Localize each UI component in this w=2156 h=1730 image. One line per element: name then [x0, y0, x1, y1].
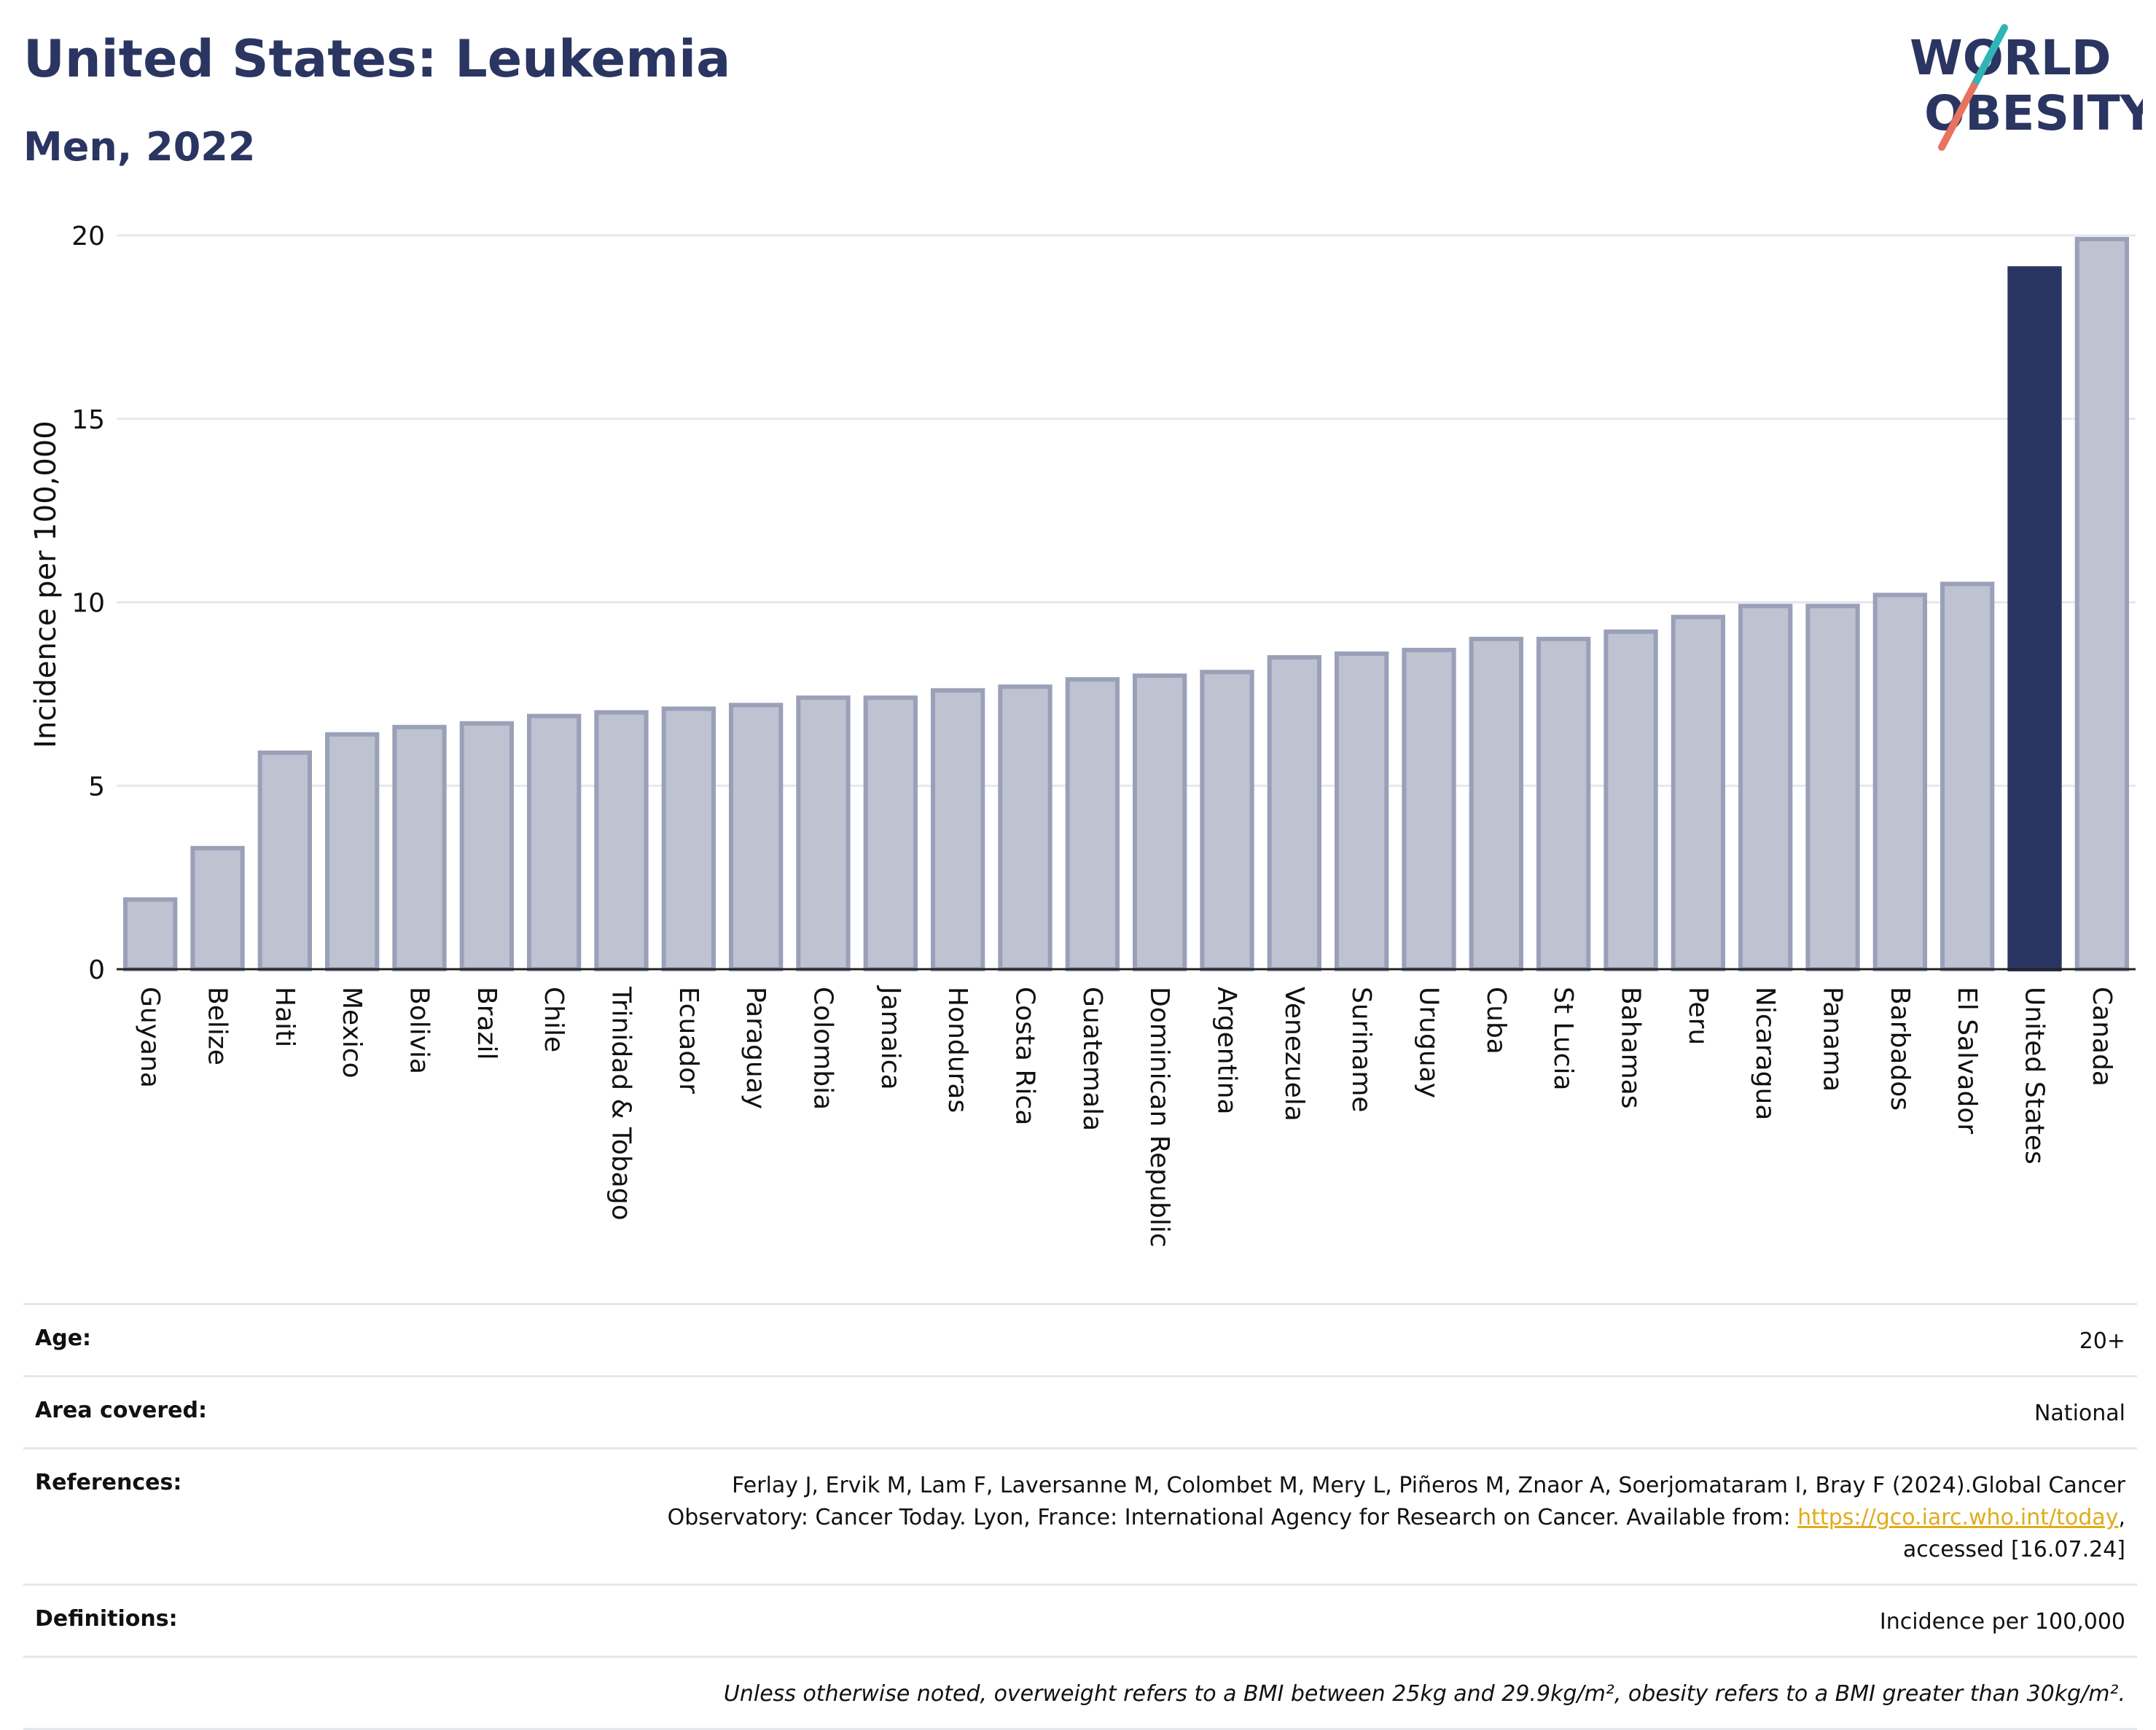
y-axis-ticks: 0 5 10 15 20 — [71, 222, 105, 985]
bar-uruguay — [1402, 647, 1456, 972]
x-category-label: St Lucia — [1548, 987, 1578, 1091]
bar-paraguay — [729, 702, 784, 971]
bar-ecuador — [661, 706, 716, 971]
bar-costa-rica — [998, 684, 1052, 971]
note-spacer — [35, 1678, 341, 1710]
x-category-label: Uruguay — [1414, 987, 1444, 1098]
area-value: National — [2034, 1401, 2125, 1426]
bar-guyana — [123, 897, 178, 971]
x-category-label: Cuba — [1481, 987, 1511, 1054]
x-category-label: El Salvador — [1952, 987, 1982, 1134]
bar-honduras — [931, 688, 985, 972]
x-category-label: Bolivia — [405, 987, 434, 1074]
y-axis-title: Incidence per 100,000 — [29, 420, 63, 748]
bar-venezuela — [1267, 655, 1321, 972]
definitions-value: Incidence per 100,000 — [1879, 1609, 2125, 1635]
bar-belize — [190, 845, 245, 971]
bar-nicaragua — [1738, 603, 1793, 971]
bar-peru — [1671, 614, 1725, 971]
x-category-label: Barbados — [1885, 987, 1915, 1111]
y-tick-label: 10 — [71, 589, 105, 619]
x-category-label: United States — [2020, 987, 2050, 1165]
x-category-label: Argentina — [1212, 987, 1242, 1115]
bar-bolivia — [392, 724, 447, 971]
x-category-label: Costa Rica — [1010, 987, 1040, 1125]
x-category-label: Canada — [2087, 987, 2117, 1087]
age-label: Age: — [35, 1326, 92, 1351]
bar-guatemala — [1065, 677, 1120, 971]
age-value: 20+ — [2079, 1328, 2125, 1354]
bar-chart: 0 5 10 15 20 Guyana Belize Haiti Mexico Bolivia B… — [29, 222, 2136, 1248]
references-value: Ferlay J, Ervik M, Lam F, Laversanne M, … — [668, 1470, 2125, 1566]
references-link[interactable]: https://gco.iarc.who.int/today — [1797, 1505, 2119, 1530]
world-obesity-logo: WORLD OBESITY — [1910, 24, 2143, 151]
x-category-label: Panama — [1818, 987, 1848, 1092]
x-category-label: Suriname — [1346, 987, 1376, 1113]
bar-brazil — [459, 721, 514, 972]
bar-united-states — [2007, 266, 2062, 971]
x-category-label: Guyana — [135, 987, 165, 1088]
chart-gridlines — [117, 234, 2136, 787]
bar-argentina — [1200, 670, 1254, 971]
x-category-label: Chile — [539, 987, 569, 1052]
x-category-label: Venezuela — [1279, 987, 1309, 1122]
bar-dominican-republic — [1133, 673, 1187, 971]
x-category-label: Ecuador — [673, 987, 703, 1094]
chart-bars — [123, 237, 2129, 972]
x-axis-labels: Guyana Belize Haiti Mexico Bolivia Brazil Chil… — [135, 985, 2117, 1248]
references-label: References: — [35, 1470, 182, 1495]
x-category-label: Mexico — [337, 987, 367, 1079]
bar-trinidad-tobago — [594, 710, 649, 971]
x-category-label: Bahamas — [1616, 987, 1646, 1109]
bar-mexico — [325, 732, 380, 971]
x-category-label: Brazil — [472, 987, 501, 1060]
references-line-2: Observatory: Cancer Today. Lyon, France:… — [667, 1505, 1798, 1530]
info-table: Age: 20+ Area covered: National Referenc… — [23, 1303, 2137, 1730]
y-tick-label: 20 — [71, 222, 105, 251]
x-category-label: Guatemala — [1077, 987, 1107, 1131]
bar-cuba — [1469, 636, 1523, 971]
bar-colombia — [796, 695, 851, 971]
references-line-2-end: , — [2118, 1505, 2125, 1530]
info-row-references: References: Ferlay J, Ervik M, Lam F, La… — [23, 1447, 2137, 1584]
x-category-label: Nicaragua — [1750, 987, 1780, 1120]
page-title: United States: Leukemia — [23, 29, 731, 89]
info-row-age: Age: 20+ — [23, 1303, 2137, 1375]
definitions-label: Definitions: — [35, 1606, 178, 1632]
y-tick-label: 5 — [88, 772, 105, 802]
page-subtitle: Men, 2022 — [23, 124, 256, 170]
x-category-label: Jamaica — [875, 985, 905, 1090]
bar-el-salvador — [1940, 582, 1995, 971]
bar-st-lucia — [1536, 636, 1591, 971]
references-line-3: accessed [16.07.24] — [1902, 1537, 2125, 1562]
bar-canada — [2074, 237, 2129, 972]
y-tick-label: 0 — [88, 955, 105, 985]
bar-chile — [527, 713, 582, 972]
bar-barbados — [1872, 592, 1927, 971]
bar-suriname — [1335, 651, 1389, 971]
x-category-label: Honduras — [942, 987, 972, 1113]
bar-haiti — [257, 750, 312, 972]
x-category-label: Peru — [1683, 987, 1713, 1045]
logo-word-world: WORLD — [1910, 30, 2112, 86]
bmi-note: Unless otherwise noted, overweight refer… — [723, 1681, 2125, 1707]
info-row-note: Unless otherwise noted, overweight refer… — [23, 1656, 2137, 1730]
x-category-label: Trinidad & Tobago — [606, 986, 636, 1221]
bar-panama — [1805, 603, 1860, 971]
x-category-label: Paraguay — [741, 987, 770, 1109]
bar-jamaica — [863, 695, 918, 971]
y-tick-label: 15 — [71, 405, 105, 435]
x-category-label: Belize — [203, 987, 233, 1065]
x-category-label: Dominican Republic — [1144, 987, 1174, 1248]
info-row-area: Area covered: National — [23, 1375, 2137, 1447]
info-row-definitions: Definitions: Incidence per 100,000 — [23, 1584, 2137, 1656]
references-line-1: Ferlay J, Ervik M, Lam F, Laversanne M, … — [732, 1473, 2125, 1498]
area-label: Area covered: — [35, 1398, 207, 1423]
x-category-label: Colombia — [808, 987, 838, 1110]
bar-bahamas — [1604, 629, 1658, 972]
x-category-label: Haiti — [270, 987, 300, 1047]
